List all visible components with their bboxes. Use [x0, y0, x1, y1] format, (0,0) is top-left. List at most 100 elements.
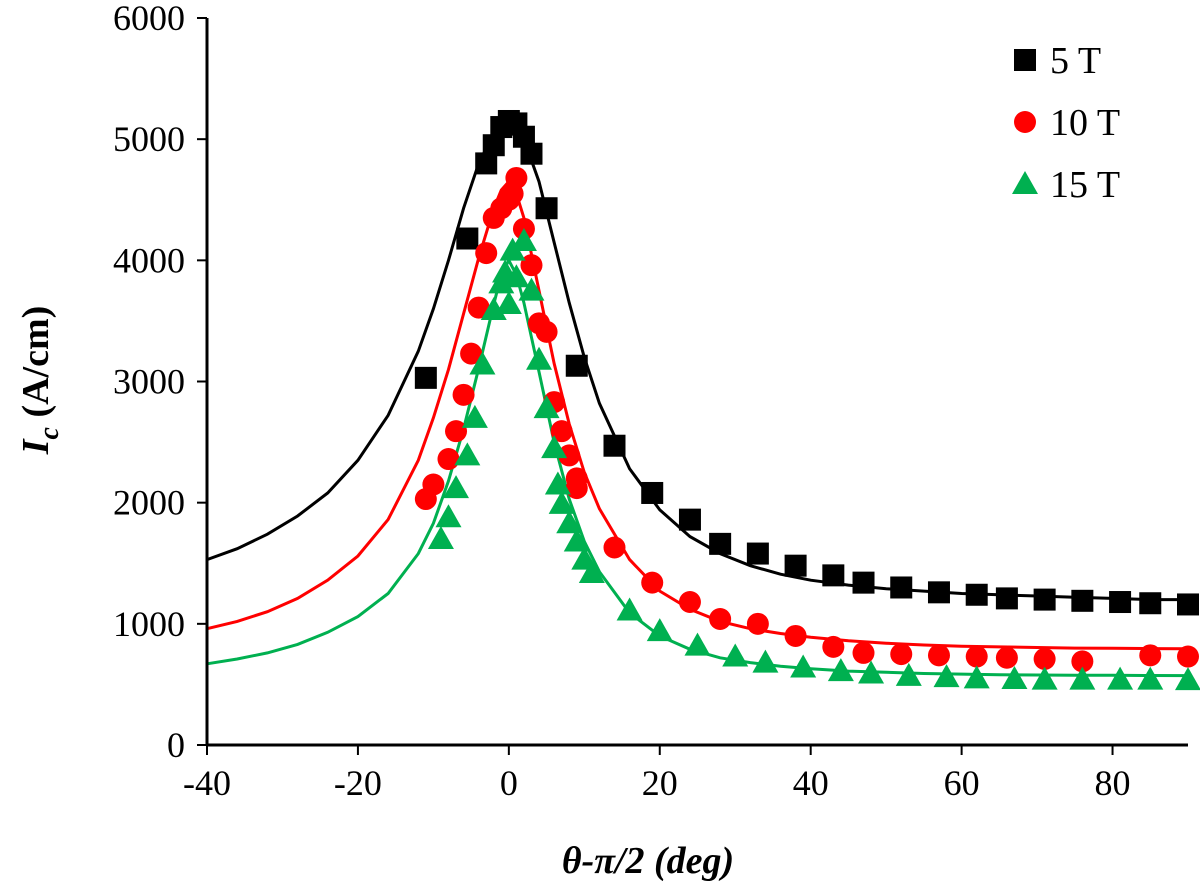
data-point-5t [965, 583, 988, 606]
data-point-15t [1001, 665, 1028, 689]
data-point-10t [452, 383, 475, 406]
data-point-5t [603, 434, 626, 457]
data-point-10t [1071, 650, 1094, 673]
data-point-10t [505, 166, 528, 189]
data-point-10t [641, 571, 664, 594]
data-point-5t [641, 481, 664, 504]
y-axis-title: Ic (A/cm) [15, 306, 65, 456]
data-point-10t [746, 612, 769, 635]
y-tick-label: 4000 [113, 240, 185, 280]
legend-label: 5 T [1050, 40, 1101, 82]
data-point-5t [535, 197, 558, 220]
data-point-10t [709, 607, 732, 630]
data-point-15t [556, 510, 583, 534]
fit-line-10t [206, 179, 1189, 651]
data-point-5t [512, 125, 535, 148]
ticks: -40 -20 0 20 40 60 80 0 1000 2000 3000 4000 5000 6000 [113, 0, 1131, 803]
data-point-15t [722, 643, 749, 667]
data-point-15t [933, 664, 960, 688]
data-point-15t [495, 290, 522, 314]
x-tick-label: 20 [642, 763, 678, 803]
data-point-10t [422, 473, 445, 496]
data-point-15t [541, 435, 568, 459]
data-point-5t [927, 581, 950, 604]
data-point-15t [1031, 666, 1058, 690]
data-point-5t [1071, 589, 1094, 612]
data-point-10t [565, 477, 588, 500]
data-point-15t [454, 442, 481, 466]
data-point-10t [467, 296, 490, 319]
data-point-10t [520, 254, 543, 277]
data-point-10t [995, 646, 1018, 669]
data-point-10t [852, 641, 875, 664]
y-tick-label: 0 [167, 725, 185, 765]
data-point-5t [822, 564, 845, 587]
data-point-15t [790, 654, 817, 678]
data-point-10t [784, 624, 807, 647]
legend: 5 T 10 T 15 T [1012, 40, 1120, 206]
data-point-15t [518, 277, 545, 301]
data-point-15t [544, 471, 571, 495]
data-point-15t [752, 649, 779, 673]
data-point-10t [965, 645, 988, 668]
data-point-5t [456, 227, 479, 250]
data-point-10t [550, 420, 573, 443]
data-point-5t [1139, 592, 1162, 615]
data-point-15t [684, 632, 711, 656]
y-tick-label: 2000 [113, 483, 185, 523]
data-point-10t [460, 342, 483, 365]
data-point-15t [578, 559, 605, 583]
data-point-10t [822, 635, 845, 658]
data-point-10t [1177, 645, 1199, 668]
data-point-15t [1137, 666, 1164, 690]
data-point-5t [746, 542, 769, 565]
data-point-15t [563, 528, 590, 552]
data-point-5t [852, 571, 875, 594]
data-point-5t [890, 576, 913, 599]
data-point-5t [520, 142, 543, 165]
data-point-10t [1033, 647, 1056, 670]
x-tick-label: 60 [944, 763, 980, 803]
x-tick-label: 40 [793, 763, 829, 803]
x-tick-label: 80 [1095, 763, 1131, 803]
data-point-15t [1175, 667, 1200, 691]
data-point-15t [646, 618, 673, 642]
y-axis-title-sub: c [34, 426, 65, 439]
data-point-15t [503, 264, 530, 288]
data-point-15t [1107, 666, 1134, 690]
y-tick-label: 5000 [113, 119, 185, 159]
x-axis-title: θ-π/2 (deg) [562, 840, 734, 882]
data-point-15t [533, 395, 560, 419]
data-point-15t [510, 227, 537, 251]
data-point-15t [895, 662, 922, 686]
data-point-15t [469, 351, 496, 375]
data-point-5t [482, 134, 505, 157]
legend-marker-15t [1012, 171, 1038, 194]
data-markers [414, 109, 1200, 691]
data-point-10t [890, 643, 913, 666]
data-point-15t [526, 346, 553, 370]
x-tick-label: 0 [500, 763, 518, 803]
data-point-5t [1033, 588, 1056, 611]
data-point-5t [414, 366, 437, 389]
data-point-10t [558, 444, 581, 467]
data-point-15t [548, 490, 575, 514]
y-tick-label: 6000 [113, 0, 185, 38]
data-point-10t [535, 320, 558, 343]
data-point-5t [995, 587, 1018, 610]
data-point-5t [1109, 591, 1132, 614]
data-point-10t [475, 242, 498, 265]
y-axis-title-main: I [15, 438, 57, 455]
data-point-10t [437, 448, 460, 471]
data-point-15t [1069, 666, 1096, 690]
data-point-15t [963, 665, 990, 689]
data-point-10t [445, 420, 468, 443]
data-point-15t [827, 658, 854, 682]
data-point-5t [475, 152, 498, 175]
legend-marker-5t [1014, 49, 1036, 71]
legend-label: 10 T [1050, 102, 1120, 144]
x-tick-label: -20 [334, 763, 382, 803]
data-point-5t [709, 532, 732, 555]
legend-marker-10t [1014, 111, 1036, 133]
